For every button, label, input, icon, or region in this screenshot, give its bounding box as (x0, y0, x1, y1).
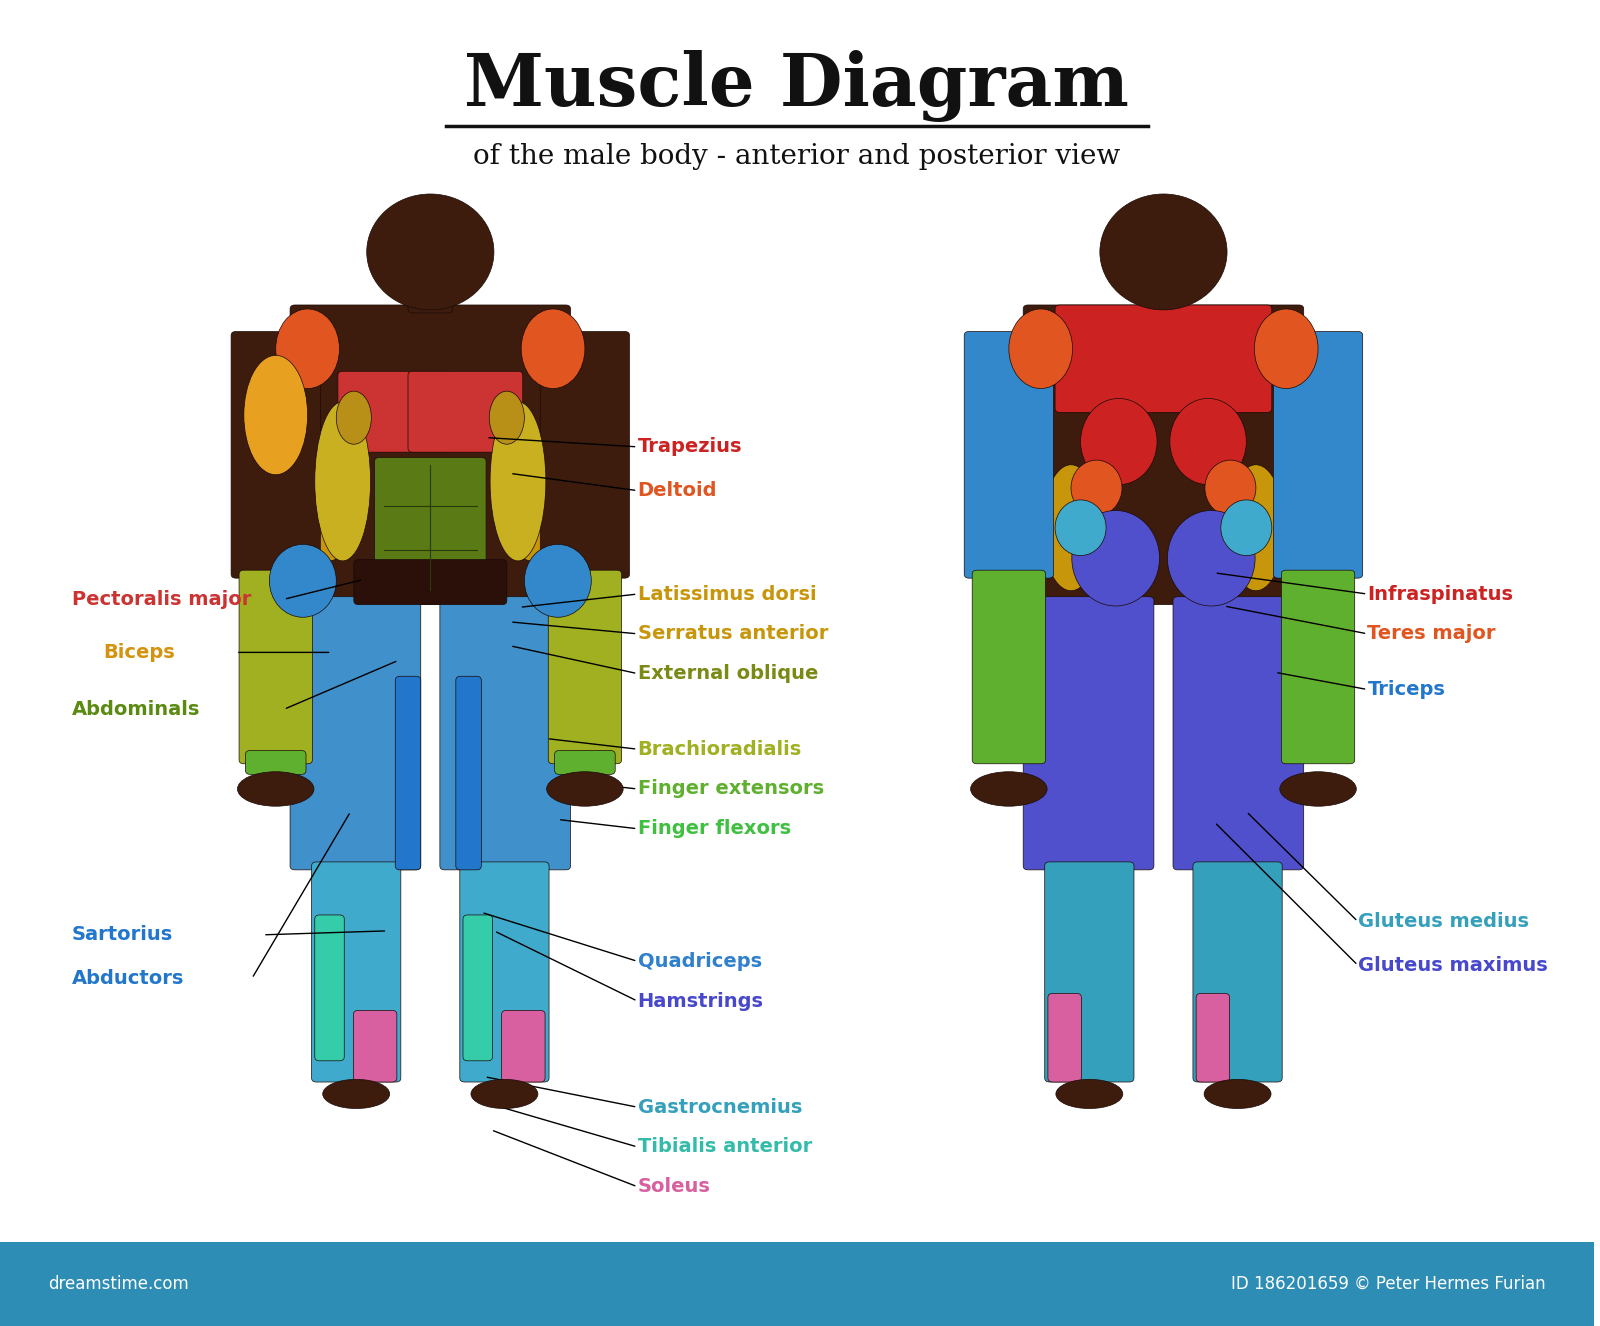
Ellipse shape (269, 545, 336, 618)
FancyBboxPatch shape (1024, 597, 1154, 870)
FancyBboxPatch shape (1048, 993, 1082, 1082)
Ellipse shape (275, 309, 339, 389)
FancyBboxPatch shape (1054, 305, 1272, 412)
Text: Brachioradialis: Brachioradialis (637, 740, 802, 758)
FancyBboxPatch shape (1024, 305, 1304, 605)
FancyBboxPatch shape (354, 1010, 397, 1082)
Ellipse shape (509, 455, 554, 561)
FancyBboxPatch shape (456, 676, 482, 870)
Ellipse shape (1254, 309, 1318, 389)
Ellipse shape (522, 309, 586, 389)
Ellipse shape (336, 391, 371, 444)
Ellipse shape (1170, 399, 1246, 485)
FancyBboxPatch shape (315, 915, 344, 1061)
Ellipse shape (470, 1079, 538, 1109)
FancyBboxPatch shape (238, 570, 312, 764)
Text: Pectoralis major: Pectoralis major (72, 590, 251, 609)
Ellipse shape (1056, 1079, 1123, 1109)
Ellipse shape (307, 455, 352, 561)
FancyBboxPatch shape (230, 332, 320, 578)
Text: Biceps: Biceps (104, 643, 176, 662)
Text: Teres major: Teres major (1368, 625, 1496, 643)
FancyBboxPatch shape (1197, 993, 1229, 1082)
FancyBboxPatch shape (354, 560, 507, 605)
FancyBboxPatch shape (374, 457, 486, 598)
Ellipse shape (1080, 399, 1157, 485)
FancyBboxPatch shape (502, 1010, 546, 1082)
FancyBboxPatch shape (1274, 332, 1363, 578)
Text: dreamstime.com: dreamstime.com (48, 1274, 189, 1293)
Ellipse shape (243, 355, 307, 475)
Text: Gastrocnemius: Gastrocnemius (637, 1098, 802, 1116)
Text: Gluteus medius: Gluteus medius (1358, 912, 1530, 931)
FancyBboxPatch shape (1194, 862, 1282, 1082)
FancyBboxPatch shape (1282, 570, 1355, 764)
Ellipse shape (1072, 511, 1160, 606)
Ellipse shape (490, 402, 546, 561)
Text: Infraspinatus: Infraspinatus (1368, 585, 1514, 603)
Text: Soleus: Soleus (637, 1177, 710, 1196)
Text: Sartorius: Sartorius (72, 926, 173, 944)
FancyBboxPatch shape (1045, 862, 1134, 1082)
FancyBboxPatch shape (408, 371, 523, 452)
Ellipse shape (323, 1079, 390, 1109)
Ellipse shape (490, 391, 525, 444)
Ellipse shape (971, 772, 1046, 806)
Text: Abdominals: Abdominals (72, 700, 200, 719)
FancyBboxPatch shape (408, 265, 453, 313)
FancyBboxPatch shape (462, 915, 493, 1061)
FancyBboxPatch shape (245, 751, 306, 774)
Text: Trapezius: Trapezius (637, 438, 742, 456)
Text: Deltoid: Deltoid (637, 481, 717, 500)
Text: External oblique: External oblique (637, 664, 818, 683)
Text: of the male body - anterior and posterior view: of the male body - anterior and posterio… (474, 143, 1120, 170)
Text: Quadriceps: Quadriceps (637, 952, 762, 971)
FancyBboxPatch shape (459, 862, 549, 1082)
FancyBboxPatch shape (312, 862, 402, 1082)
Ellipse shape (1227, 465, 1285, 591)
Text: Gluteus maximus: Gluteus maximus (1358, 956, 1547, 975)
Text: Latissimus dorsi: Latissimus dorsi (637, 585, 816, 603)
FancyBboxPatch shape (973, 570, 1045, 764)
Text: Finger extensors: Finger extensors (637, 780, 824, 798)
FancyBboxPatch shape (555, 751, 614, 774)
Ellipse shape (237, 772, 314, 806)
Text: Muscle Diagram: Muscle Diagram (464, 50, 1130, 122)
Ellipse shape (1205, 460, 1256, 516)
Ellipse shape (1099, 194, 1227, 310)
Text: ID 186201659 © Peter Hermes Furian: ID 186201659 © Peter Hermes Furian (1232, 1274, 1546, 1293)
FancyBboxPatch shape (338, 371, 453, 452)
Text: Hamstrings: Hamstrings (637, 992, 763, 1010)
Ellipse shape (1070, 460, 1122, 516)
Ellipse shape (1280, 772, 1357, 806)
Bar (0, 1242, 1594, 1326)
Ellipse shape (1042, 465, 1099, 591)
Ellipse shape (1054, 500, 1106, 556)
FancyBboxPatch shape (965, 332, 1053, 578)
Ellipse shape (366, 194, 494, 310)
Ellipse shape (315, 402, 371, 561)
Ellipse shape (1168, 511, 1254, 606)
FancyBboxPatch shape (1173, 597, 1304, 870)
Ellipse shape (1010, 309, 1072, 389)
Text: Serratus anterior: Serratus anterior (637, 625, 827, 643)
FancyBboxPatch shape (290, 597, 421, 870)
Text: Tibialis anterior: Tibialis anterior (637, 1138, 811, 1156)
Text: Abductors: Abductors (72, 969, 184, 988)
FancyBboxPatch shape (440, 597, 571, 870)
Ellipse shape (525, 545, 592, 618)
FancyBboxPatch shape (395, 676, 421, 870)
FancyBboxPatch shape (290, 305, 571, 605)
Ellipse shape (1205, 1079, 1270, 1109)
Ellipse shape (547, 772, 622, 806)
Text: Triceps: Triceps (1368, 680, 1445, 699)
Ellipse shape (1221, 500, 1272, 556)
FancyBboxPatch shape (1141, 265, 1186, 313)
FancyBboxPatch shape (549, 570, 621, 764)
FancyBboxPatch shape (541, 332, 629, 578)
Text: Finger flexors: Finger flexors (637, 819, 790, 838)
